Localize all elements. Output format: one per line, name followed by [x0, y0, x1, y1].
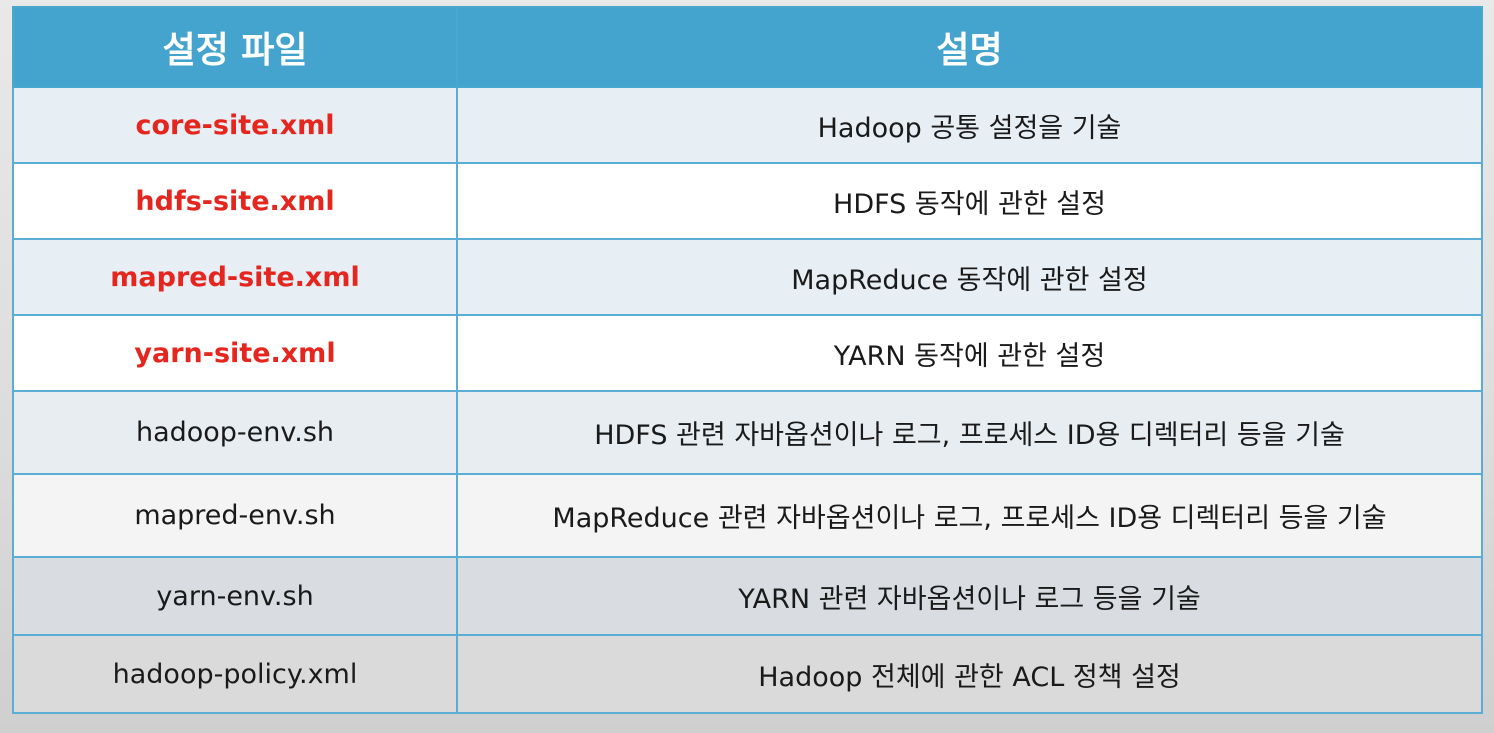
- config-file-description: MapReduce 동작에 관한 설정: [456, 238, 1483, 316]
- config-file-name: hdfs-site.xml: [12, 162, 458, 240]
- config-file-name: core-site.xml: [12, 86, 458, 164]
- table-row: mapred-site.xml MapReduce 동작에 관한 설정: [12, 238, 1483, 316]
- config-file-description: MapReduce 관련 자바옵션이나 로그, 프로세스 ID용 디렉터리 등을…: [456, 473, 1483, 558]
- column-header-config-file: 설정 파일: [12, 6, 458, 88]
- config-file-name: mapred-env.sh: [12, 473, 458, 558]
- table-row: core-site.xml Hadoop 공통 설정을 기술: [12, 86, 1483, 164]
- config-file-name: hadoop-env.sh: [12, 390, 458, 475]
- config-file-name: yarn-site.xml: [12, 314, 458, 392]
- config-files-table: 설정 파일 설명 core-site.xml Hadoop 공통 설정을 기술 …: [12, 6, 1483, 714]
- table-row: mapred-env.sh MapReduce 관련 자바옵션이나 로그, 프로…: [12, 473, 1483, 558]
- config-file-description: YARN 동작에 관한 설정: [456, 314, 1483, 392]
- table-row: hadoop-policy.xml Hadoop 전체에 관한 ACL 정책 설…: [12, 634, 1483, 714]
- table-row: hadoop-env.sh HDFS 관련 자바옵션이나 로그, 프로세스 ID…: [12, 390, 1483, 475]
- table-header-row: 설정 파일 설명: [12, 6, 1483, 88]
- table-row: hdfs-site.xml HDFS 동작에 관한 설정: [12, 162, 1483, 240]
- config-file-description: Hadoop 전체에 관한 ACL 정책 설정: [456, 634, 1483, 714]
- column-header-description: 설명: [456, 6, 1483, 88]
- table-row: yarn-env.sh YARN 관련 자바옵션이나 로그 등을 기술: [12, 556, 1483, 636]
- config-file-name: mapred-site.xml: [12, 238, 458, 316]
- table-row: yarn-site.xml YARN 동작에 관한 설정: [12, 314, 1483, 392]
- config-file-description: Hadoop 공통 설정을 기술: [456, 86, 1483, 164]
- config-file-name: hadoop-policy.xml: [12, 634, 458, 714]
- config-file-name: yarn-env.sh: [12, 556, 458, 636]
- config-file-description: HDFS 관련 자바옵션이나 로그, 프로세스 ID용 디렉터리 등을 기술: [456, 390, 1483, 475]
- config-file-description: YARN 관련 자바옵션이나 로그 등을 기술: [456, 556, 1483, 636]
- config-file-description: HDFS 동작에 관한 설정: [456, 162, 1483, 240]
